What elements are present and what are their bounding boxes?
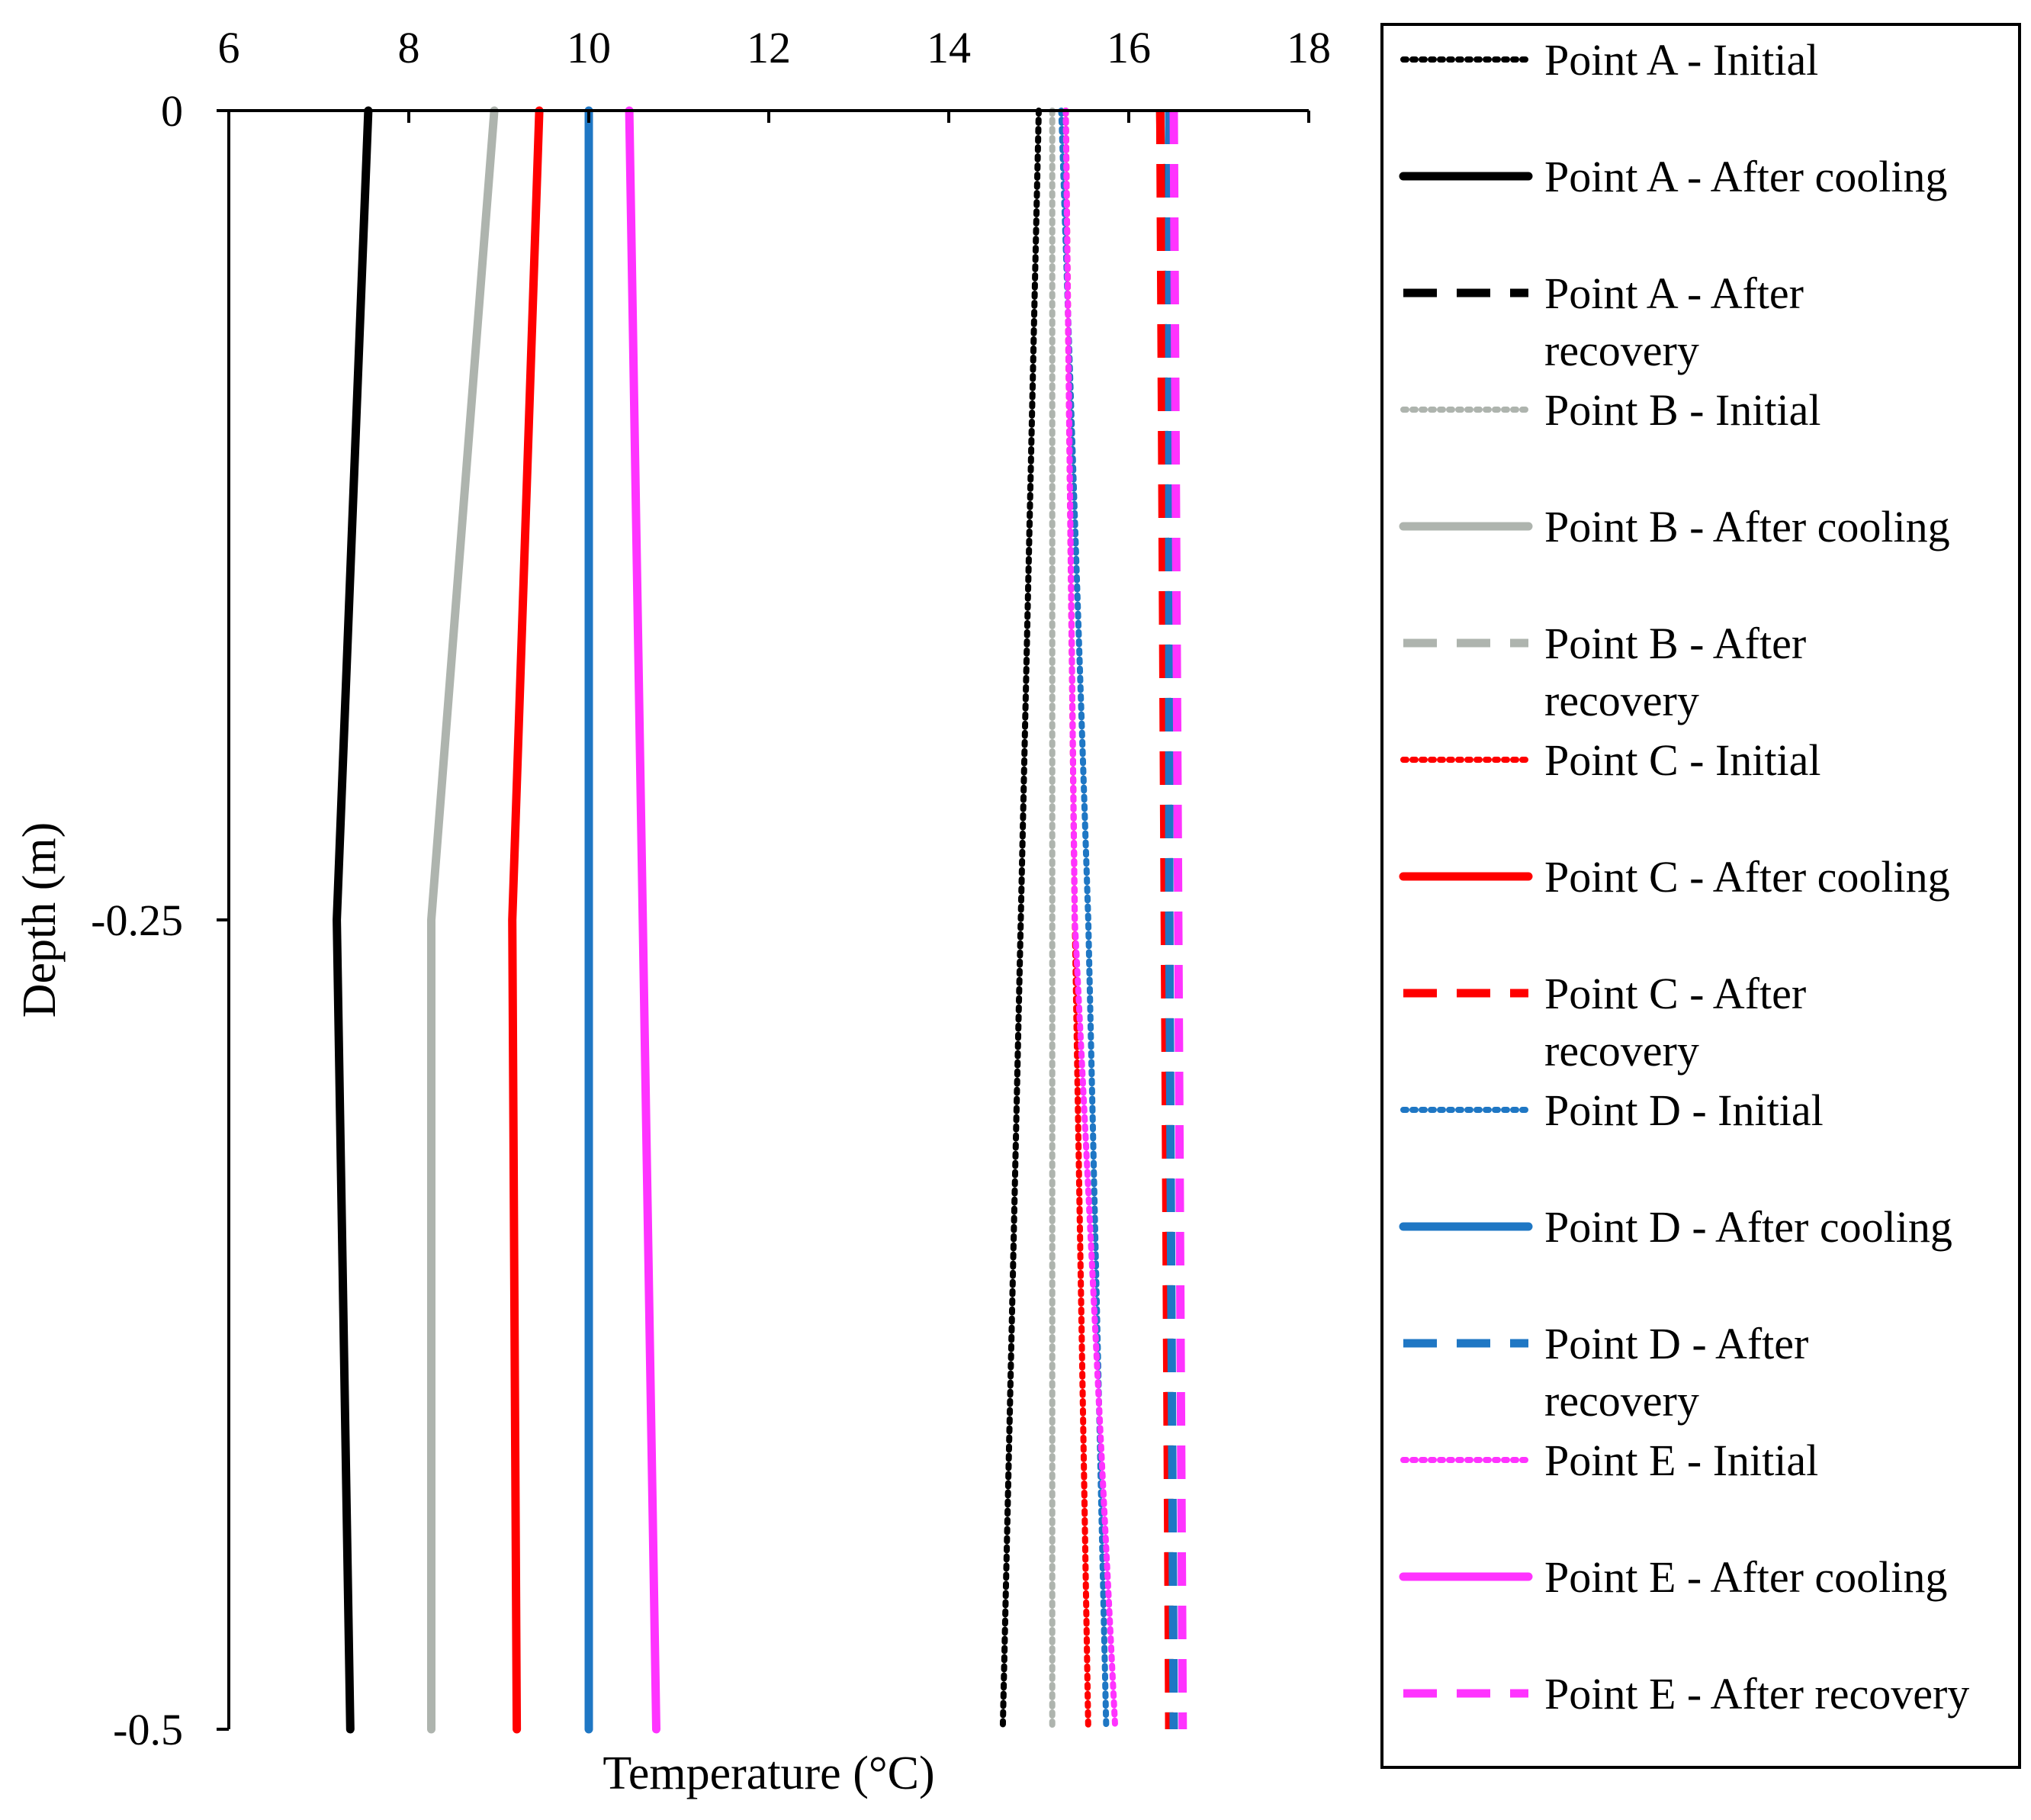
legend-entry-point-d-initial: Point D - Initial (1400, 1085, 1824, 1135)
legend-label: Point A - After (1544, 268, 1804, 318)
legend-entry-point-c-after-cooling: Point C - After cooling (1399, 852, 1950, 902)
series-line-point-b-after-cooling (427, 106, 499, 1734)
legend-entry-point-b-initial: Point B - Initial (1400, 385, 1821, 435)
x-tick-label: 16 (1107, 23, 1151, 72)
series-line-point-e-initial (1062, 108, 1119, 1732)
series-line-point-c-after-cooling (508, 106, 544, 1734)
series-line-point-a-initial (999, 108, 1042, 1732)
legend-label: recovery (1544, 676, 1699, 725)
legend-entry-point-b-after-recovery: Point B - After recovery (1403, 619, 1806, 725)
series-line-point-e-after-cooling (625, 106, 660, 1734)
legend-box (1380, 23, 2021, 1769)
legend-label: Point C - After cooling (1544, 852, 1950, 902)
x-ticks: 6 8 10 12 14 16 18 (218, 23, 1331, 123)
legend-entry-point-e-after-recovery: Point E - After recovery (1403, 1669, 1969, 1719)
x-tick-label: 6 (218, 23, 240, 72)
legend-entry-point-c-initial: Point C - Initial (1400, 735, 1821, 785)
plot-area: 6 8 10 12 14 16 18 0 -0.25 -0.5 (91, 23, 1331, 1754)
series-line-point-c-after-recovery (1155, 110, 1174, 1730)
y-tick-label: -0.25 (91, 896, 183, 945)
legend-label: Point B - After (1544, 619, 1806, 668)
legend-label: Point C - Initial (1544, 735, 1821, 785)
legend-label: Point B - Initial (1544, 385, 1821, 435)
x-tick-label: 12 (747, 23, 791, 72)
legend-label: Point D - Initial (1544, 1085, 1824, 1135)
legend-entry-point-e-after-cooling: Point E - After cooling (1399, 1552, 1947, 1602)
legend-label: Point D - After (1544, 1319, 1808, 1368)
x-tick-label: 14 (927, 23, 971, 72)
series-layer (333, 106, 1187, 1734)
series-line-point-a-after-cooling (333, 106, 373, 1734)
legend-entry-point-a-after-cooling: Point A - After cooling (1399, 152, 1947, 201)
x-tick-label: 18 (1287, 23, 1331, 72)
legend-entry-point-d-after-cooling: Point D - After cooling (1399, 1202, 1952, 1252)
legend-entry-point-e-initial: Point E - Initial (1400, 1436, 1818, 1485)
legend-entry-point-d-after-recovery: Point D - After recovery (1403, 1319, 1808, 1426)
y-axis-title: Depth (m) (14, 822, 66, 1018)
y-tick-label: 0 (161, 86, 183, 136)
x-tick-label: 10 (567, 23, 611, 72)
legend-entry-point-a-after-recovery: Point A - After recovery (1403, 268, 1804, 375)
legend: Point A - Initial Point A - After cooling… (1380, 23, 2021, 1769)
y-ticks: 0 -0.25 -0.5 (91, 86, 229, 1754)
legend-entry-point-a-initial: Point A - Initial (1400, 35, 1818, 85)
legend-label: Point A - After cooling (1544, 152, 1947, 201)
legend-label: Point E - After cooling (1544, 1552, 1947, 1602)
series-line-point-d-after-recovery (1165, 111, 1178, 1730)
legend-label: Point E - Initial (1544, 1436, 1818, 1485)
legend-label: recovery (1544, 1376, 1699, 1426)
legend-label: Point E - After recovery (1544, 1669, 1969, 1719)
x-axis-title: Temperature (°C) (603, 1748, 934, 1799)
legend-label: recovery (1544, 326, 1699, 375)
legend-entry-point-c-after-recovery: Point C - After recovery (1403, 969, 1806, 1076)
legend-label: Point D - After cooling (1544, 1202, 1952, 1252)
x-tick-label: 8 (398, 23, 420, 72)
legend-label: Point C - After (1544, 969, 1806, 1018)
y-tick-label: -0.5 (113, 1705, 183, 1754)
legend-label: Point B - After cooling (1544, 502, 1950, 551)
series-line-point-e-after-recovery (1169, 110, 1187, 1730)
legend-label: Point A - Initial (1544, 35, 1818, 85)
legend-label: recovery (1544, 1026, 1699, 1076)
legend-entry-point-b-after-cooling: Point B - After cooling (1399, 502, 1950, 551)
